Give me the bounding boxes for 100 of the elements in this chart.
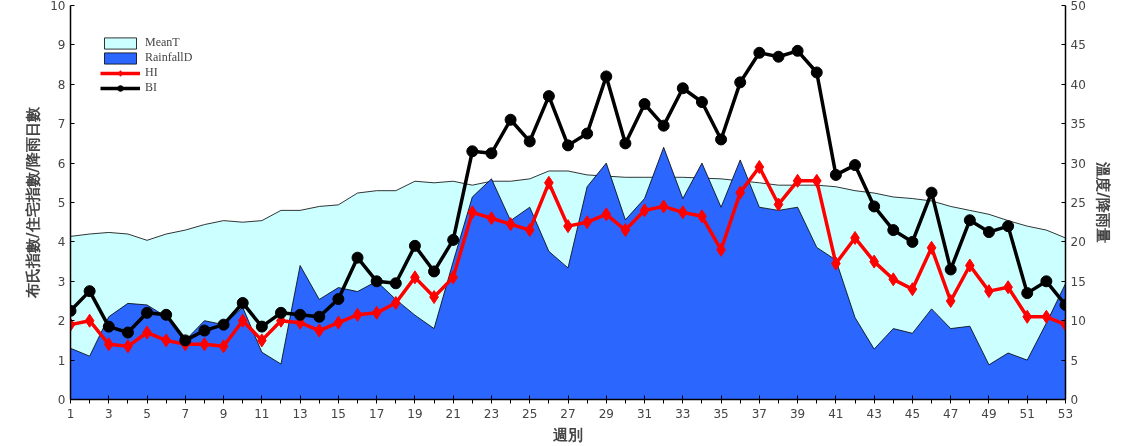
x-tick-label: 23 <box>483 406 500 421</box>
point <box>619 137 632 150</box>
point <box>542 90 555 103</box>
x-tick-label: 7 <box>181 406 190 421</box>
point <box>102 320 115 333</box>
point <box>964 258 975 273</box>
x-tick-label: 51 <box>1019 406 1035 421</box>
point <box>945 294 956 308</box>
y2-axis-title: 溫度/降雨量 <box>1093 161 1112 243</box>
y-axis-title: 布氏指數/住宅指數/降雨日數 <box>24 106 43 299</box>
y-tick-label: 1 <box>57 353 66 368</box>
point <box>313 310 326 323</box>
y-tick-label: 8 <box>57 77 66 92</box>
point <box>217 318 230 331</box>
point <box>218 339 229 354</box>
y2-tick-label: 15 <box>1070 274 1086 289</box>
point <box>408 239 421 252</box>
y-tick-label: 2 <box>57 314 66 329</box>
point <box>160 308 173 321</box>
x-tick-label: 39 <box>789 406 806 421</box>
y-tick-label: 10 <box>50 0 66 13</box>
x-tick-label: 37 <box>751 406 767 421</box>
point <box>715 133 728 146</box>
point <box>676 82 689 95</box>
y2-tick-label: 25 <box>1070 196 1086 210</box>
y-tick-label: 7 <box>57 117 66 132</box>
point <box>734 76 747 89</box>
point <box>811 173 822 188</box>
point <box>639 203 650 218</box>
point <box>658 199 669 214</box>
point <box>849 159 862 172</box>
point <box>428 265 441 278</box>
point <box>735 185 746 200</box>
point <box>333 315 344 330</box>
point <box>600 70 613 83</box>
x-tick-label: 9 <box>219 406 228 421</box>
y-tick-label: 9 <box>57 38 66 53</box>
point <box>1041 309 1052 324</box>
point <box>791 44 804 57</box>
point <box>1002 220 1015 233</box>
point <box>179 334 192 347</box>
point <box>485 147 498 160</box>
point <box>504 113 517 126</box>
point <box>1040 275 1053 288</box>
y-tick-label: 4 <box>57 235 66 250</box>
point <box>467 205 478 220</box>
point <box>925 186 938 199</box>
y-tick-label: 3 <box>57 274 66 289</box>
point <box>352 307 363 322</box>
point <box>371 305 382 320</box>
x-tick-label: 5 <box>143 406 151 421</box>
y2-tick-label: 40 <box>1070 77 1086 92</box>
point <box>236 296 249 309</box>
y2-tick-label: 5 <box>1070 353 1079 368</box>
x-tick-label: 13 <box>292 406 308 421</box>
point <box>199 337 210 352</box>
x-tick-label: 19 <box>407 406 423 421</box>
point <box>274 306 287 319</box>
point <box>888 272 899 287</box>
y2-tick-label: 45 <box>1070 38 1086 53</box>
x-tick-label: 17 <box>369 406 385 421</box>
x-tick-label: 35 <box>713 406 729 421</box>
y2-tick-label: 10 <box>1070 314 1086 329</box>
y2-tick-label: 50 <box>1070 0 1086 13</box>
point <box>926 240 937 255</box>
legend-label: MeanT <box>145 35 180 50</box>
point <box>772 50 785 63</box>
y-tick-label: 0 <box>57 393 66 407</box>
y2-tick-label: 35 <box>1070 117 1086 132</box>
x-tick-label: 29 <box>598 406 614 421</box>
x-tick-label: 43 <box>866 406 882 421</box>
point <box>754 160 765 175</box>
point <box>390 295 401 310</box>
point <box>332 293 345 306</box>
point <box>620 223 631 238</box>
x-tick-label: 41 <box>828 406 844 421</box>
point <box>907 282 918 297</box>
x-tick-label: 53 <box>1057 406 1074 421</box>
point <box>255 320 268 333</box>
x-tick-label: 3 <box>104 406 113 421</box>
point <box>695 96 708 109</box>
x-tick-label: 31 <box>636 406 653 421</box>
point <box>294 308 307 321</box>
point <box>448 270 459 285</box>
point <box>314 323 325 338</box>
point <box>1022 309 1033 324</box>
y-tick-label: 5 <box>57 196 66 210</box>
point <box>389 277 402 290</box>
point <box>83 285 96 298</box>
point <box>657 119 670 132</box>
point <box>141 306 154 319</box>
point <box>486 211 497 226</box>
point <box>581 127 594 140</box>
y-tick-label: 6 <box>57 156 66 171</box>
x-tick-label: 49 <box>981 406 997 421</box>
point <box>963 214 976 227</box>
x-tick-label: 47 <box>943 406 959 421</box>
y2-tick-label: 0 <box>1070 393 1079 407</box>
point <box>753 46 766 59</box>
x-tick-label: 11 <box>254 406 270 421</box>
